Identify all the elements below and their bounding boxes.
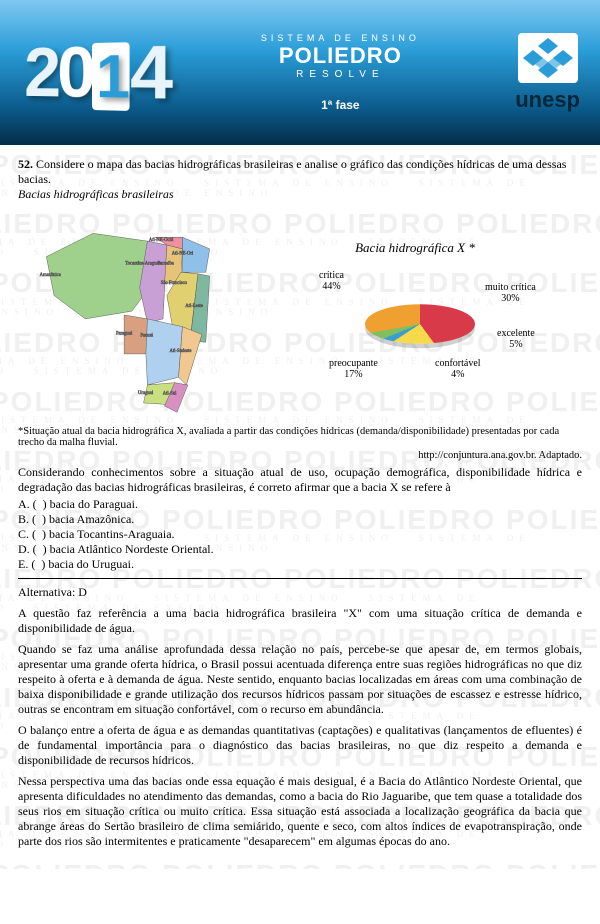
brand-sub: RESOLVE (166, 69, 516, 80)
question-stem: Considerando conhecimentos sobre a situa… (18, 465, 582, 495)
pie-label-muito_critica: muito crítica30% (485, 282, 536, 304)
pie-label-excelente: excelente5% (497, 328, 535, 350)
brand-name: POLIEDRO (166, 43, 516, 69)
page-header: 2014 SISTEMA DE ENSINO POLIEDRO RESOLVE … (0, 0, 600, 145)
option-d: D. ( ) bacia Atlântico Nordeste Oriental… (18, 542, 582, 557)
explanation-paragraph: O balanço entre a oferta de água e as de… (18, 723, 582, 768)
option-c: C. ( ) bacia Tocantins-Araguaia. (18, 527, 582, 542)
explanation-paragraph: Quando se faz uma análise aprofundada de… (18, 642, 582, 717)
pie-label-confortavel: confortável4% (435, 358, 481, 380)
question-prompt: 52. Considere o mapa das bacias hidrográ… (18, 157, 582, 187)
chart-source: http://conjuntura.ana.gov.br. Adaptado. (18, 450, 582, 461)
svg-text:Paraná: Paraná (140, 333, 153, 338)
explanation: A questão faz referência a uma bacia hid… (18, 606, 582, 849)
pie-chart (365, 304, 475, 344)
svg-text:Paraguai: Paraguai (116, 331, 133, 336)
pie-wrap: crítica44% preocupante17% confortável4% exc… (275, 264, 555, 384)
chart-title: Bacia hidrográfica X * (248, 240, 582, 256)
svg-text:Atl-Sul: Atl-Sul (163, 391, 177, 396)
header-center: SISTEMA DE ENSINO POLIEDRO RESOLVE 1ª fa… (166, 33, 516, 112)
svg-text:São Francisco: São Francisco (161, 281, 188, 286)
svg-text:Atl-Leste: Atl-Leste (185, 304, 203, 309)
option-e: E. ( ) bacia do Uruguai. (18, 557, 582, 572)
option-b: B. ( ) bacia Amazônica. (18, 512, 582, 527)
svg-text:Atl-NE-Ocid: Atl-NE-Ocid (149, 238, 174, 243)
question-text: Considere o mapa das bacias hidrográfica… (18, 157, 566, 186)
unesp-icon (518, 33, 578, 83)
svg-text:Tocantins-Araguaia: Tocantins-Araguaia (125, 261, 162, 266)
system-line: SISTEMA DE ENSINO (166, 33, 516, 43)
svg-text:Atl-NE-Ori: Atl-NE-Ori (172, 252, 194, 257)
explanation-paragraph: Nessa perspectiva uma das bacias onde es… (18, 774, 582, 849)
year-badge: 2014 (24, 29, 168, 115)
brazil-map: Amazônica Tocantins-AraguaiaParnaíba Atl-N… (18, 210, 238, 420)
figure-row: Amazônica Tocantins-AraguaiaParnaíba Atl-N… (18, 210, 582, 420)
question-number: 52. (18, 157, 33, 171)
answer-label: Alternativa: D (18, 585, 582, 600)
phase-label: 1ª fase (166, 98, 516, 112)
svg-text:Amazônica: Amazônica (40, 273, 61, 278)
svg-text:Uruguai: Uruguai (138, 391, 154, 396)
pie-chart-block: Bacia hidrográfica X * crítica44% preocup… (248, 210, 582, 384)
region-atl-sudeste (179, 327, 202, 385)
svg-text:Parnaíba: Parnaíba (158, 261, 174, 266)
options-list: A. ( ) bacia do Paraguai. B. ( ) bacia A… (18, 497, 582, 572)
region-amazônica (46, 233, 155, 319)
option-a: A. ( ) bacia do Paraguai. (18, 497, 582, 512)
map-caption: Bacias hidrográficas brasileiras (18, 187, 582, 202)
pie-label-critica: crítica44% (319, 270, 344, 292)
exam-name: unesp (515, 87, 580, 113)
chart-footnote: *Situação atual da bacia hidrográfica X,… (18, 426, 582, 448)
pie-label-preocupante: preocupante17% (329, 358, 378, 380)
explanation-paragraph: A questão faz referência a uma bacia hid… (18, 606, 582, 636)
separator (18, 578, 582, 579)
content-area: 52. Considere o mapa das bacias hidrográ… (0, 145, 600, 869)
svg-text:Atl-Sudeste: Atl-Sudeste (170, 349, 192, 354)
exam-logo-block: unesp (515, 33, 580, 113)
